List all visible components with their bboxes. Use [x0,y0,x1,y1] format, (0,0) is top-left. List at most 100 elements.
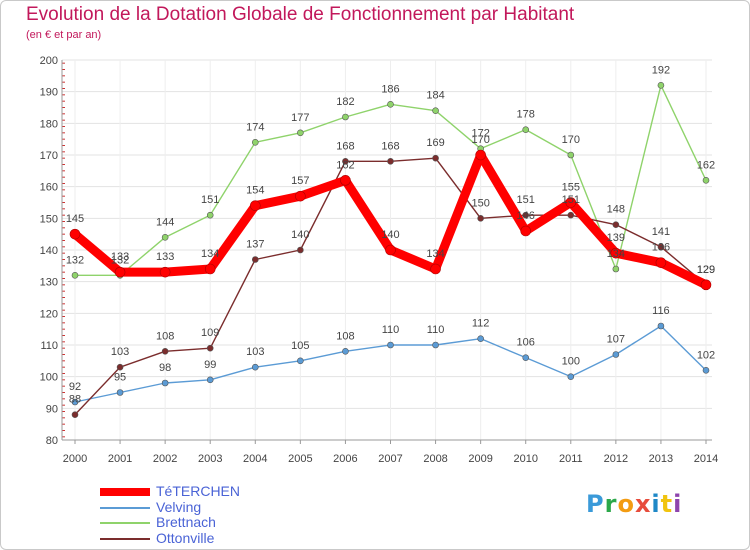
logo-letter: i [673,490,683,518]
data-point-velving [522,354,530,361]
y-tick-label: 170 [40,150,58,162]
x-tick-label: 2010 [513,453,537,465]
x-tick-label: 2012 [604,453,628,465]
data-point-ottonville [567,211,575,219]
y-tick-label: 90 [46,403,58,415]
data-label-tterchen: 155 [562,182,580,194]
data-label-brettnach: 132 [111,254,129,266]
data-label-tterchen: 129 [697,264,715,276]
data-point-tterchen [340,175,351,186]
data-point-velving [297,357,304,365]
data-point-ottonville [297,246,304,254]
data-label-velving: 105 [291,340,309,352]
data-point-velving [567,373,575,380]
data-label-brettnach: 162 [697,159,715,171]
y-tick-label: 80 [46,435,58,447]
y-tick-label: 160 [40,182,58,194]
proxiti-logo[interactable]: Proxiti [586,490,682,518]
x-tick-label: 2005 [288,453,312,465]
data-point-velving [432,341,439,349]
data-point-brettnach [71,272,79,279]
legend-label-ottonville: Ottonville [156,529,215,546]
data-point-velving [206,376,214,384]
data-point-ottonville [206,344,214,352]
data-label-velving: 110 [382,324,400,336]
data-label-ottonville: 168 [336,140,354,152]
data-label-tterchen: 134 [201,248,219,260]
logo-letter: i [651,490,661,518]
data-point-brettnach [297,129,304,137]
chart-subtitle: (en € et par an) [26,29,102,41]
data-point-brettnach [251,139,259,146]
data-label-tterchen: 154 [246,185,264,197]
data-point-tterchen [610,247,622,259]
y-tick-label: 100 [40,372,58,384]
data-label-tterchen: 140 [381,229,399,241]
data-point-tterchen [114,266,126,278]
data-point-velving [477,335,484,342]
data-label-brettnach: 178 [517,109,535,121]
data-point-ottonville [612,221,620,228]
data-point-ottonville [522,211,530,219]
data-label-brettnach: 134 [607,248,625,260]
data-label-ottonville: 103 [111,346,129,358]
data-point-tterchen [69,228,81,240]
data-point-velving [116,389,124,396]
y-tick-label: 150 [40,213,58,225]
data-point-velving [612,351,620,358]
data-point-ottonville [71,411,79,418]
logo-letter: P [586,490,605,518]
data-label-velving: 92 [69,381,81,393]
data-label-velving: 116 [652,305,670,317]
data-point-tterchen [655,257,667,268]
data-label-velving: 99 [204,359,216,371]
legend-swatch-ottonville [100,537,150,540]
x-tick-label: 2013 [649,453,673,465]
y-tick-label: 140 [40,245,58,257]
y-tick-label: 120 [40,308,58,320]
data-label-ottonville: 169 [426,137,444,149]
data-point-brettnach [206,211,214,219]
data-label-tterchen: 170 [471,134,489,146]
data-label-velving: 110 [427,324,445,336]
data-label-ottonville: 168 [381,140,399,152]
data-point-tterchen [159,266,171,278]
data-label-tterchen: 157 [291,175,309,187]
data-point-tterchen [475,149,486,161]
y-tick-label: 200 [40,55,58,67]
data-point-brettnach [657,82,665,89]
data-label-brettnach: 184 [426,90,444,102]
x-tick-label: 2007 [378,453,402,465]
data-label-velving: 103 [246,346,264,358]
data-point-velving [342,348,349,355]
data-label-tterchen: 133 [111,251,129,263]
data-point-velving [657,322,665,330]
data-point-ottonville [657,243,665,251]
data-label-tterchen: 134 [426,248,444,260]
data-label-tterchen: 136 [652,242,670,254]
logo-letter: x [634,490,652,518]
data-point-brettnach [612,265,620,273]
data-label-velving: 108 [336,330,354,342]
x-tick-label: 2014 [694,453,718,465]
data-label-tterchen: 145 [66,213,84,225]
data-label-brettnach: 186 [381,83,399,95]
data-label-velving: 102 [697,349,715,361]
legend-label-brettnach: Brettnach [156,514,216,530]
data-label-tterchen: 162 [336,159,354,171]
data-label-ottonville: 150 [471,197,489,209]
data-point-brettnach [432,107,439,114]
data-point-ottonville [432,154,439,162]
data-point-brettnach [702,177,710,184]
data-point-tterchen [249,200,261,211]
x-tick-label: 2006 [333,453,357,465]
legend-label-velving: Velving [156,498,202,515]
data-point-brettnach [522,126,530,133]
data-point-velving [71,398,79,406]
data-label-ottonville: 140 [291,229,309,241]
data-label-brettnach: 144 [156,216,174,228]
data-point-ottonville [387,158,394,165]
data-point-velving [387,341,394,349]
data-label-velving: 98 [159,362,171,374]
